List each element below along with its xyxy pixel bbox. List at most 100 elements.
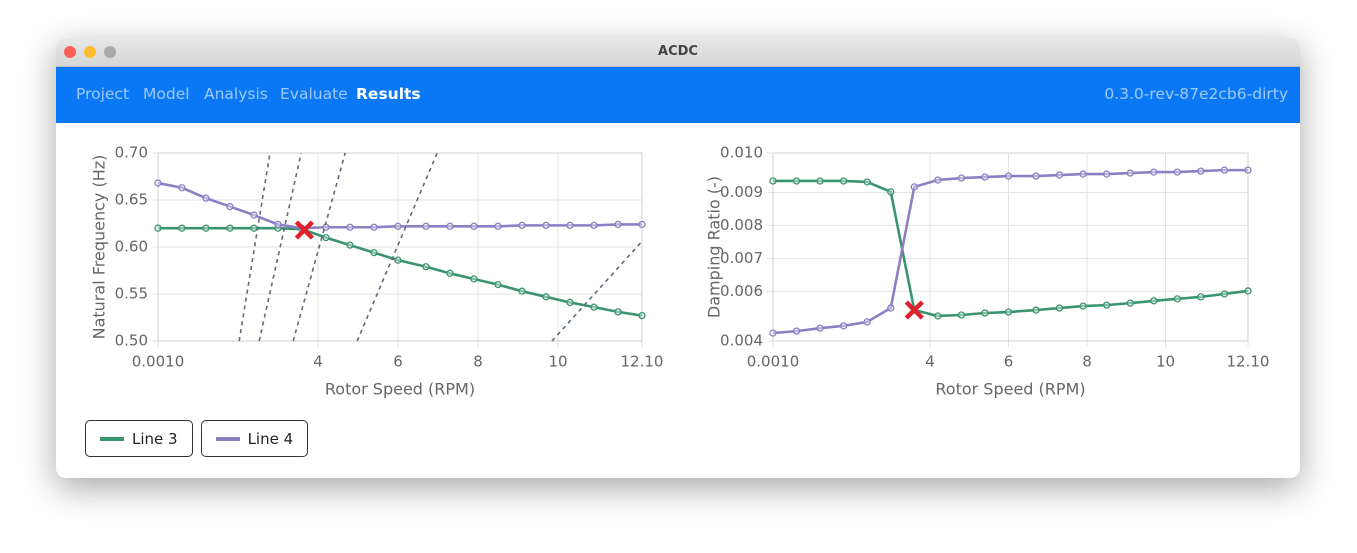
point bbox=[542, 293, 550, 301]
point bbox=[1220, 290, 1229, 298]
point bbox=[566, 221, 574, 230]
point bbox=[1244, 287, 1252, 295]
point bbox=[494, 280, 502, 289]
point bbox=[1103, 301, 1111, 309]
legend-swatch bbox=[215, 436, 240, 441]
axis-title: Rotor Speed (RPM) bbox=[325, 380, 475, 399]
nav-item[interactable]: Project bbox=[76, 85, 130, 103]
point bbox=[446, 222, 454, 230]
nav-item[interactable]: Results bbox=[356, 85, 421, 103]
legend-button[interactable]: Line 3 bbox=[85, 420, 193, 457]
point bbox=[1173, 168, 1181, 176]
x-tick-label: 0.0010 bbox=[747, 353, 800, 371]
x-tick-label: 12.10 bbox=[621, 353, 664, 371]
point bbox=[1126, 169, 1134, 177]
point bbox=[250, 224, 258, 232]
point bbox=[863, 318, 871, 326]
legend-button[interactable]: Line 4 bbox=[200, 420, 309, 457]
point bbox=[1004, 308, 1013, 316]
point bbox=[226, 202, 234, 211]
point bbox=[1032, 306, 1040, 314]
x-tick-label: 10 bbox=[548, 353, 567, 371]
excitation-line bbox=[551, 240, 643, 342]
y-tick-label: 0.004 bbox=[720, 332, 763, 350]
axis-title: Damping Ratio (-) bbox=[705, 176, 724, 318]
point bbox=[769, 177, 777, 185]
point bbox=[394, 256, 402, 264]
point bbox=[839, 322, 848, 330]
zoom-button[interactable] bbox=[104, 46, 116, 58]
series-line bbox=[158, 226, 643, 317]
point bbox=[887, 304, 895, 312]
point bbox=[1173, 295, 1181, 303]
nav-item[interactable]: Analysis bbox=[204, 85, 268, 103]
version: 0.3.0-rev-87e2cb6-dirty bbox=[1104, 85, 1288, 103]
point bbox=[1103, 170, 1111, 178]
series-line bbox=[772, 168, 1248, 335]
point bbox=[250, 211, 258, 219]
legend: Line 3 Line 4 bbox=[85, 420, 309, 457]
point bbox=[910, 183, 918, 191]
point bbox=[816, 177, 824, 185]
point bbox=[1150, 297, 1158, 305]
point bbox=[614, 308, 622, 316]
point bbox=[274, 220, 282, 229]
point bbox=[470, 222, 478, 230]
point bbox=[957, 174, 966, 182]
point bbox=[346, 241, 354, 249]
y-tick-label: 0.008 bbox=[720, 216, 763, 234]
point bbox=[614, 220, 622, 229]
point bbox=[590, 221, 598, 230]
close-button[interactable] bbox=[64, 46, 76, 58]
point bbox=[1197, 167, 1205, 175]
excitation-line bbox=[258, 152, 302, 342]
point bbox=[446, 269, 454, 277]
point bbox=[202, 194, 210, 202]
axis-title: Rotor Speed (RPM) bbox=[935, 380, 1085, 399]
legend-label: Line 3 bbox=[132, 429, 178, 448]
point bbox=[1032, 172, 1040, 180]
point bbox=[226, 224, 234, 232]
excitation-line bbox=[356, 152, 438, 342]
point bbox=[769, 329, 777, 337]
point bbox=[394, 222, 402, 230]
x-tick-label: 4 bbox=[925, 353, 935, 371]
y-tick-label: 0.50 bbox=[115, 332, 148, 350]
point bbox=[542, 221, 550, 230]
series-line bbox=[773, 179, 1249, 318]
x-tick-label: 12.10 bbox=[1227, 353, 1270, 371]
point bbox=[494, 222, 502, 230]
y-tick-label: 0.60 bbox=[115, 238, 148, 256]
point bbox=[202, 224, 210, 232]
minimize-button[interactable] bbox=[84, 46, 96, 58]
point bbox=[370, 248, 378, 257]
point bbox=[839, 177, 848, 185]
point bbox=[470, 275, 478, 283]
crossing-marker bbox=[294, 220, 314, 240]
point bbox=[981, 173, 989, 181]
point bbox=[178, 184, 186, 192]
point bbox=[638, 220, 646, 229]
point bbox=[346, 223, 354, 231]
point bbox=[1197, 293, 1205, 301]
y-tick-label: 0.70 bbox=[115, 144, 148, 162]
point bbox=[422, 263, 430, 271]
point bbox=[590, 303, 598, 311]
point bbox=[792, 177, 801, 185]
nav-item[interactable]: Model bbox=[143, 85, 190, 103]
x-tick-label: 10 bbox=[1156, 353, 1175, 371]
x-tick-label: 4 bbox=[313, 353, 323, 371]
point bbox=[1220, 166, 1229, 174]
point bbox=[1126, 299, 1134, 307]
y-tick-label: 0.010 bbox=[720, 144, 763, 162]
marker-cross bbox=[294, 220, 314, 240]
nav-item[interactable]: Evaluate bbox=[280, 85, 348, 103]
point bbox=[1055, 304, 1064, 312]
point bbox=[1079, 170, 1087, 178]
x-tick-label: 6 bbox=[1004, 353, 1014, 371]
x-tick-label: 6 bbox=[393, 353, 403, 371]
point bbox=[1004, 172, 1013, 180]
series-line bbox=[157, 181, 642, 230]
